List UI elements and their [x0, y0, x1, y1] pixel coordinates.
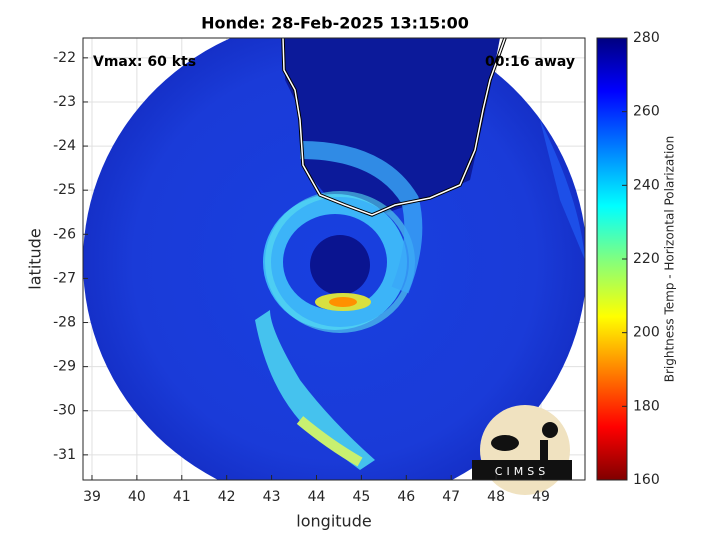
x-tick-label: 46: [397, 489, 415, 505]
x-tick-label: 43: [263, 489, 281, 505]
y-tick-label: -26: [53, 226, 76, 242]
logo-text: CIMSS: [495, 465, 549, 478]
x-tick-label: 44: [308, 489, 326, 505]
y-tick-label: -27: [53, 270, 76, 286]
colorbar-label: Brightness Temp - Horizontal Polarizatio…: [663, 136, 677, 383]
x-tick-label: 45: [352, 489, 370, 505]
y-tick-label: -24: [53, 138, 76, 154]
x-axis-label: longitude: [296, 512, 371, 531]
colorbar-tick-label: 220: [633, 251, 660, 267]
x-tick-label: 41: [173, 489, 191, 505]
y-tick-label: -23: [53, 94, 76, 110]
x-tick-label: 40: [128, 489, 146, 505]
annotation: 00:16 away: [485, 54, 575, 70]
y-tick-label: -30: [53, 403, 76, 419]
colorbar-tick-label: 260: [633, 104, 660, 120]
x-tick-label: 48: [487, 489, 505, 505]
colorbar-tick-label: 180: [633, 398, 660, 414]
x-tick-label: 49: [532, 489, 550, 505]
y-tick-label: -29: [53, 359, 76, 375]
colorbar-tick-label: 160: [633, 472, 660, 488]
colorbar-tick-label: 280: [633, 30, 660, 46]
x-tick-label: 42: [218, 489, 236, 505]
imagery: [83, 38, 585, 480]
y-tick-label: -28: [53, 315, 76, 331]
annotation: Vmax: 60 kts: [93, 54, 196, 70]
colorbar-tick-label: 200: [633, 325, 660, 341]
colorbar-tick-label: 240: [633, 177, 660, 193]
y-tick-label: -25: [53, 182, 76, 198]
cimss-logo: CIMSS: [472, 405, 572, 495]
chart-title: Honde: 28-Feb-2025 13:15:00: [201, 14, 469, 33]
x-tick-label: 39: [83, 489, 101, 505]
plot-frame: [82, 37, 586, 481]
y-tick-label: -22: [53, 50, 76, 66]
y-axis-label: latitude: [26, 228, 45, 289]
x-tick-label: 47: [442, 489, 460, 505]
y-tick-label: -31: [53, 447, 76, 463]
